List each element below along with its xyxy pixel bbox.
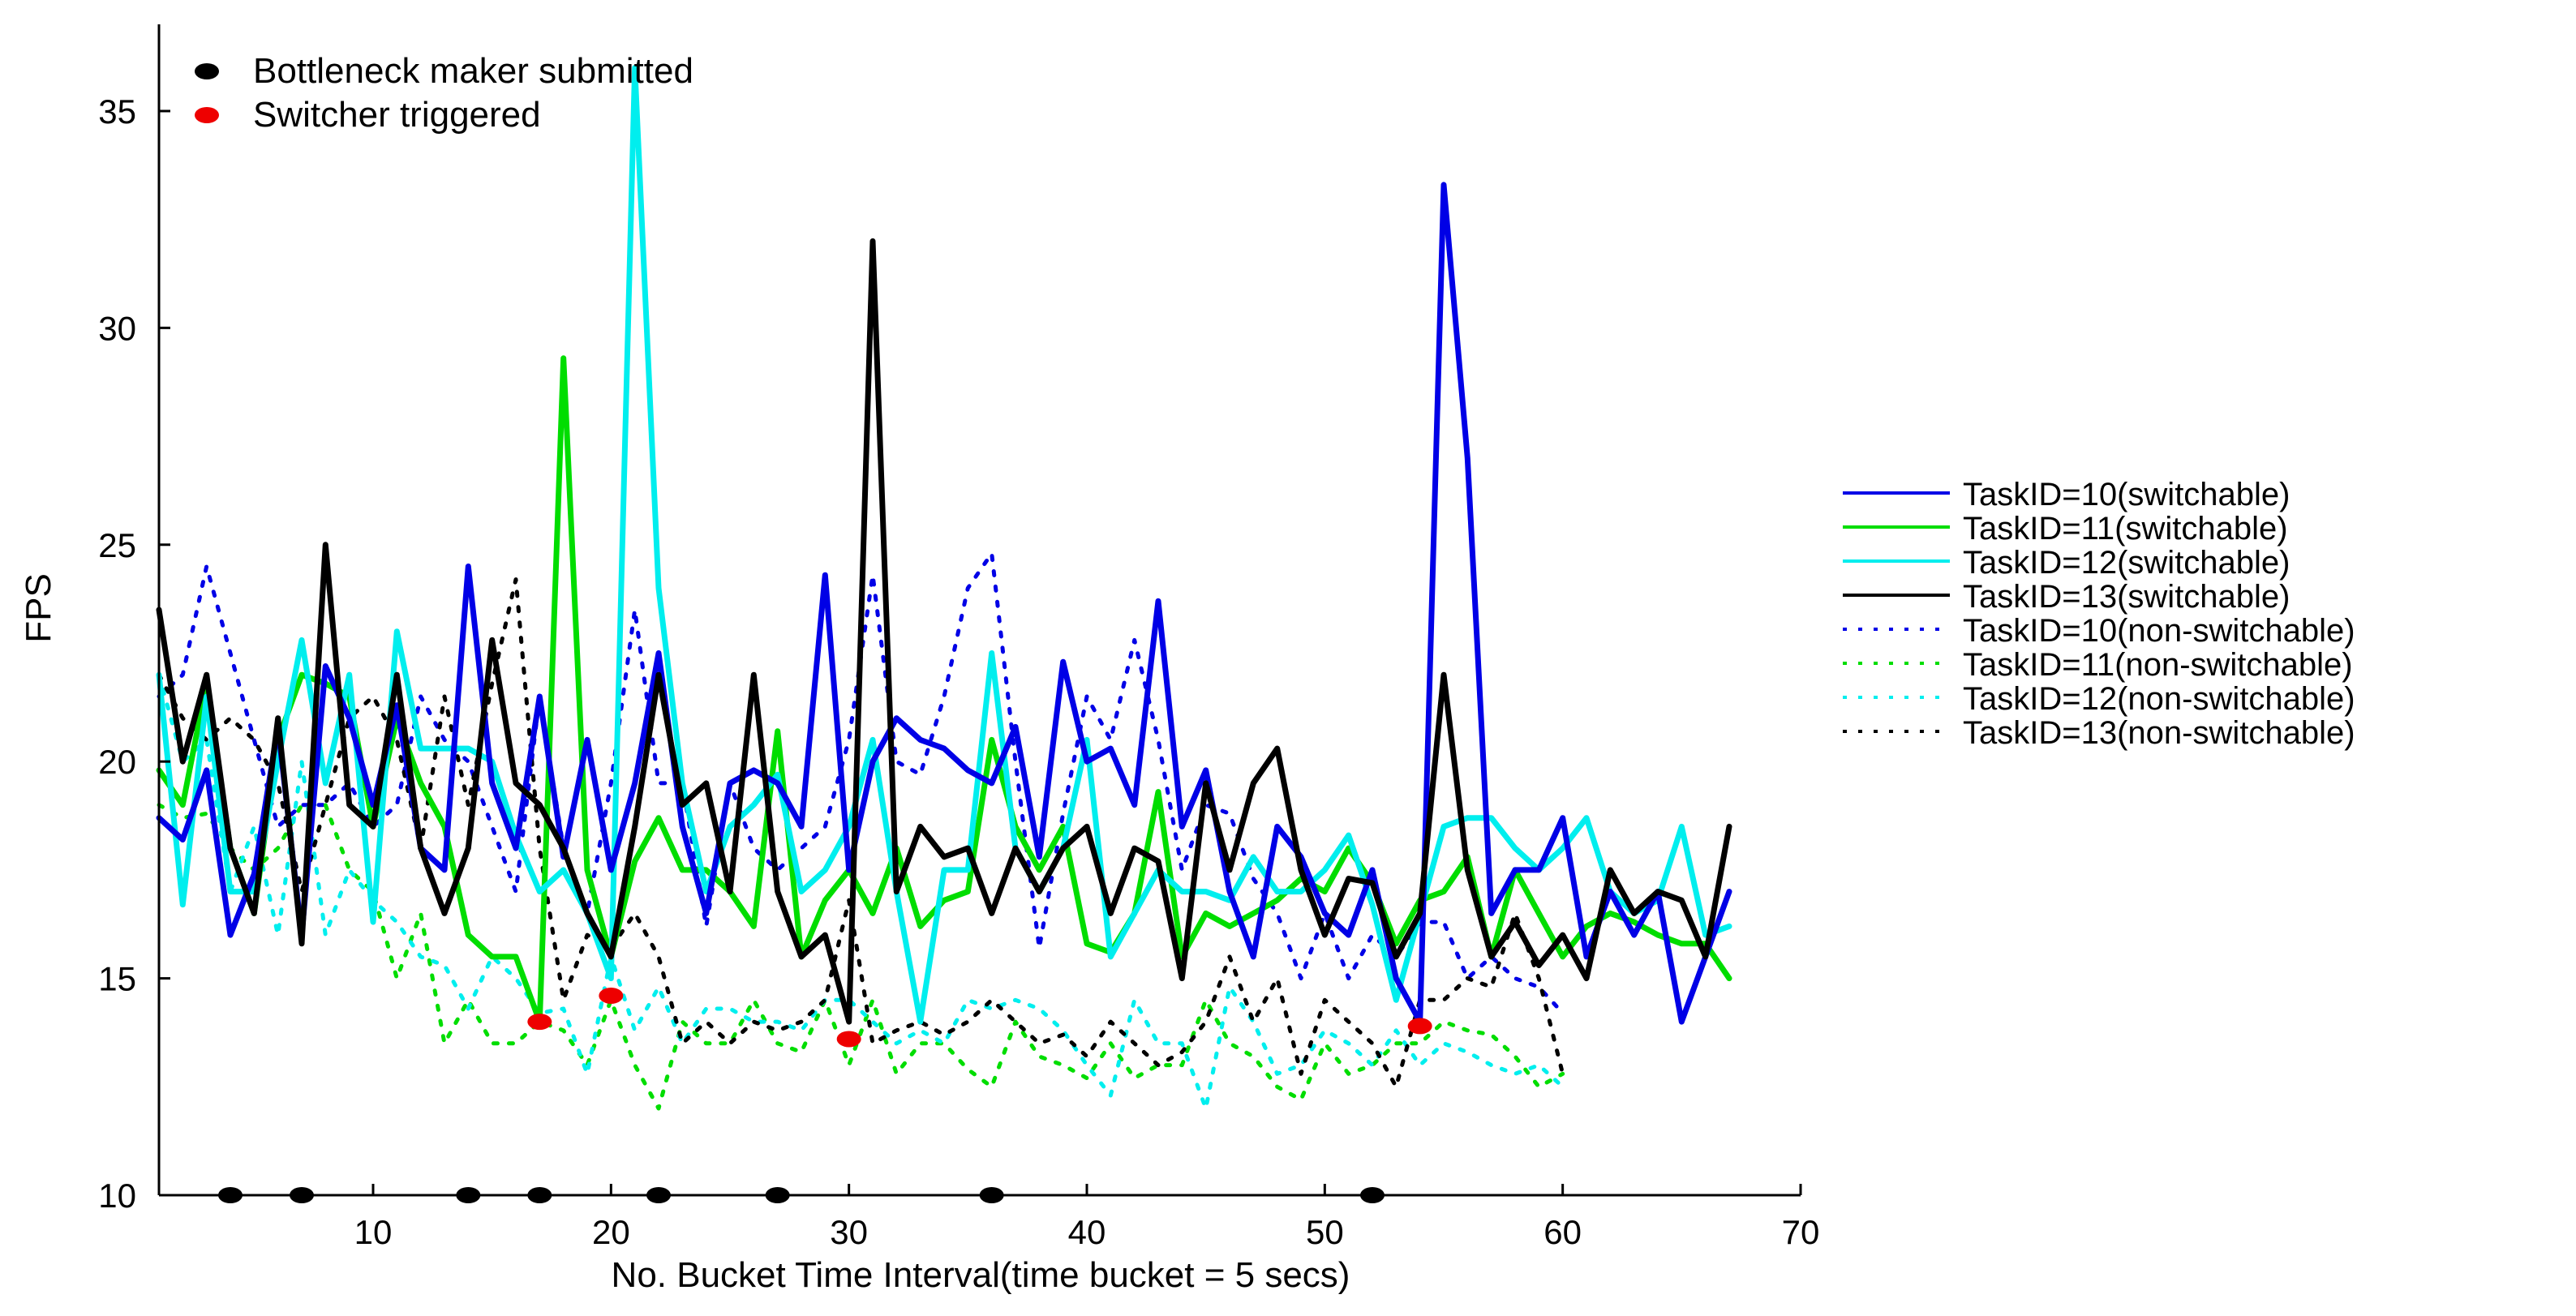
- y-tick-label: 30: [98, 309, 136, 347]
- y-axis-label: FPS: [19, 573, 58, 643]
- legend-label-taskid-11-non-switchable: TaskID=11(non-switchable): [1963, 647, 2353, 683]
- marker-bottleneck-maker-submitted: [456, 1187, 481, 1203]
- legend-label-taskid-10-switchable: TaskID=10(switchable): [1963, 477, 2290, 512]
- marker-switcher-triggered: [836, 1031, 861, 1048]
- x-tick-label: 40: [1068, 1213, 1106, 1251]
- marker-bottleneck-maker-submitted: [979, 1187, 1004, 1203]
- series-line-taskid-12-non-switchable: [157, 672, 1565, 1111]
- marker-switcher-triggered: [1407, 1018, 1432, 1035]
- x-axis-label: No. Bucket Time Interval(time bucket = 5…: [612, 1255, 1350, 1295]
- marker-legend-label: Bottleneck maker submitted: [253, 51, 693, 91]
- series-line-taskid-12-switchable: [156, 65, 1732, 1025]
- x-tick-label: 50: [1306, 1213, 1344, 1251]
- legend-label-taskid-10-non-switchable: TaskID=10(non-switchable): [1963, 613, 2355, 649]
- x-tick-label: 20: [592, 1213, 630, 1251]
- x-tick-label: 70: [1782, 1213, 1820, 1251]
- y-tick-label: 15: [98, 960, 136, 998]
- x-tick-label: 10: [354, 1213, 393, 1251]
- series-legend: TaskID=10(switchable)TaskID=11(switchabl…: [1843, 477, 2355, 751]
- event-markers: [218, 987, 1432, 1203]
- y-tick-label: 25: [98, 526, 136, 564]
- series-line-taskid-11-non-switchable: [157, 803, 1565, 1111]
- marker-bottleneck-maker-submitted: [765, 1187, 790, 1203]
- marker-legend-symbol: [195, 107, 219, 123]
- legend-label-taskid-13-non-switchable: TaskID=13(non-switchable): [1963, 715, 2355, 751]
- legend-label-taskid-11-switchable: TaskID=11(switchable): [1963, 511, 2288, 547]
- marker-bottleneck-maker-submitted: [218, 1187, 243, 1203]
- marker-switcher-triggered: [527, 1014, 552, 1031]
- legend-label-taskid-12-non-switchable: TaskID=12(non-switchable): [1963, 681, 2355, 717]
- legend-label-taskid-13-switchable: TaskID=13(switchable): [1963, 579, 2290, 615]
- legend-label-taskid-12-switchable: TaskID=12(switchable): [1963, 545, 2290, 581]
- y-tick-label: 10: [98, 1177, 136, 1215]
- y-tick-label: 20: [98, 743, 136, 781]
- marker-legend-symbol: [195, 63, 219, 79]
- series-line-taskid-10-switchable: [156, 182, 1732, 1025]
- series-line-taskid-13-switchable: [156, 238, 1732, 1025]
- marker-bottleneck-maker-submitted: [527, 1187, 552, 1203]
- marker-legend-label: Switcher triggered: [253, 95, 541, 135]
- marker-bottleneck-maker-submitted: [1360, 1187, 1385, 1203]
- marker-switcher-triggered: [599, 987, 624, 1004]
- plot-lines: [156, 65, 1732, 1111]
- y-tick-label: 35: [98, 92, 136, 131]
- marker-bottleneck-maker-submitted: [646, 1187, 671, 1203]
- x-tick-label: 60: [1543, 1213, 1582, 1251]
- x-tick-label: 30: [830, 1213, 868, 1251]
- marker-bottleneck-maker-submitted: [290, 1187, 314, 1203]
